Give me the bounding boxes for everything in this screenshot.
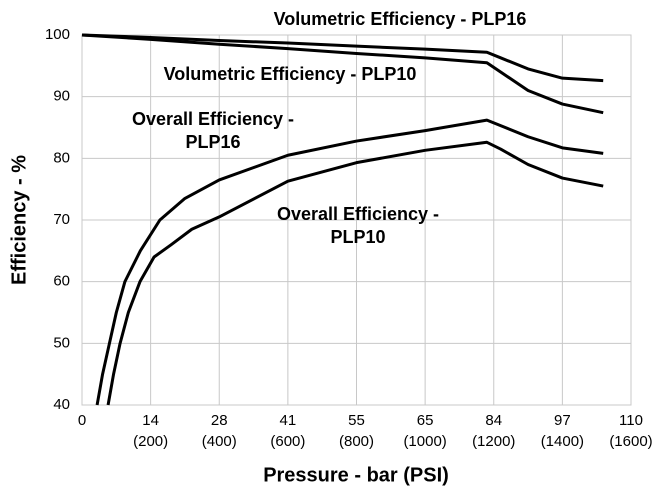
annotation: Volumetric Efficiency - PLP10 — [164, 64, 417, 84]
x-tick-label: 110 (1600) — [609, 412, 652, 450]
line — [81, 33, 604, 83]
y-tick-label: 100 — [45, 26, 70, 43]
y-tick-label: 70 — [53, 211, 70, 228]
x-tick-label: 55 (800) — [339, 412, 374, 450]
y-tick-label: 50 — [53, 334, 70, 351]
y-tick-label: 80 — [53, 149, 70, 166]
x-tick-label: 65 (1000) — [403, 412, 446, 450]
x-tick-label: 28 (400) — [202, 412, 237, 450]
annotation: PLP10 — [330, 227, 385, 247]
x-tick-label: 0 — [78, 412, 86, 429]
x-axis-title: Pressure - bar (PSI) — [263, 464, 449, 486]
annotation: Overall Efficiency - — [132, 109, 294, 129]
y-tick-label: 40 — [53, 396, 70, 413]
y-tick-label: 90 — [53, 88, 70, 105]
annotation: Volumetric Efficiency - PLP16 — [274, 9, 527, 29]
line — [81, 33, 604, 115]
y-tick-label: 60 — [53, 273, 70, 290]
x-tick-label: 84 (1200) — [472, 412, 515, 450]
line — [95, 118, 604, 406]
line — [106, 140, 604, 406]
annotation: PLP16 — [185, 132, 240, 152]
y-axis-title: Efficiency - % — [8, 155, 30, 285]
x-tick-label: 14 (200) — [133, 412, 168, 450]
x-tick-label: 41 (600) — [270, 412, 305, 450]
x-tick-label: 97 (1400) — [541, 412, 584, 450]
plot-frame — [81, 34, 632, 406]
annotation: Overall Efficiency - — [277, 204, 439, 224]
